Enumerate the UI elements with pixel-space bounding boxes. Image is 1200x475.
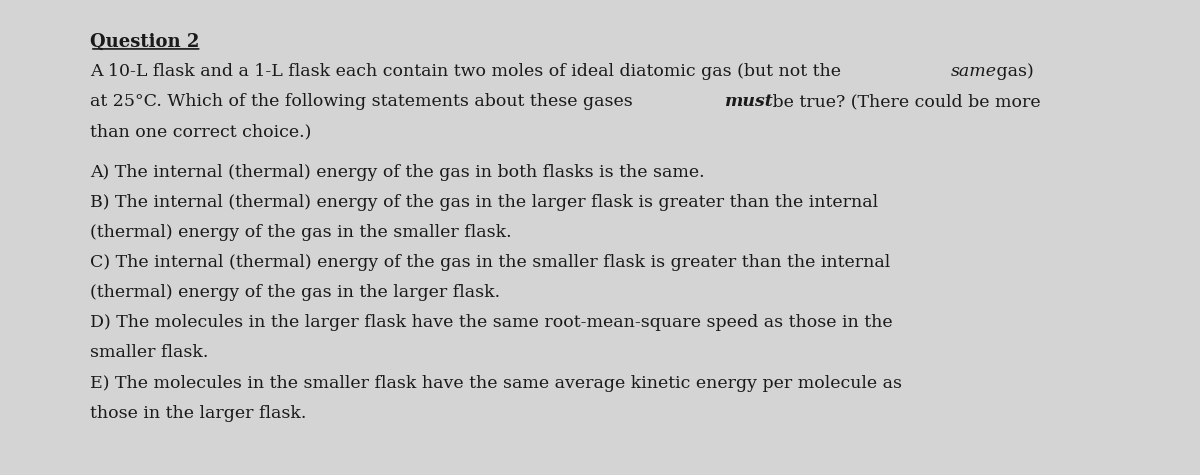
Text: A) The internal (thermal) energy of the gas in both flasks is the same.: A) The internal (thermal) energy of the …	[90, 164, 704, 181]
Text: than one correct choice.): than one correct choice.)	[90, 124, 311, 141]
Text: E) The molecules in the smaller flask have the same average kinetic energy per m: E) The molecules in the smaller flask ha…	[90, 375, 902, 391]
Text: D) The molecules in the larger flask have the same root-mean-square speed as tho: D) The molecules in the larger flask hav…	[90, 314, 893, 332]
Text: C) The internal (thermal) energy of the gas in the smaller flask is greater than: C) The internal (thermal) energy of the …	[90, 254, 890, 271]
Text: same: same	[952, 63, 997, 80]
Text: Question 2: Question 2	[90, 33, 199, 51]
Text: (thermal) energy of the gas in the smaller flask.: (thermal) energy of the gas in the small…	[90, 224, 511, 241]
Text: must: must	[724, 94, 773, 111]
Text: those in the larger flask.: those in the larger flask.	[90, 405, 306, 422]
Text: A 10-L flask and a 1-L flask each contain two moles of ideal diatomic gas (but n: A 10-L flask and a 1-L flask each contai…	[90, 63, 846, 80]
Text: gas): gas)	[991, 63, 1033, 80]
Text: at 25°C. Which of the following statements about these gases: at 25°C. Which of the following statemen…	[90, 94, 638, 111]
Text: smaller flask.: smaller flask.	[90, 344, 209, 361]
Text: be true? (There could be more: be true? (There could be more	[767, 94, 1040, 111]
Text: (thermal) energy of the gas in the larger flask.: (thermal) energy of the gas in the large…	[90, 284, 500, 301]
Text: B) The internal (thermal) energy of the gas in the larger flask is greater than : B) The internal (thermal) energy of the …	[90, 194, 878, 211]
